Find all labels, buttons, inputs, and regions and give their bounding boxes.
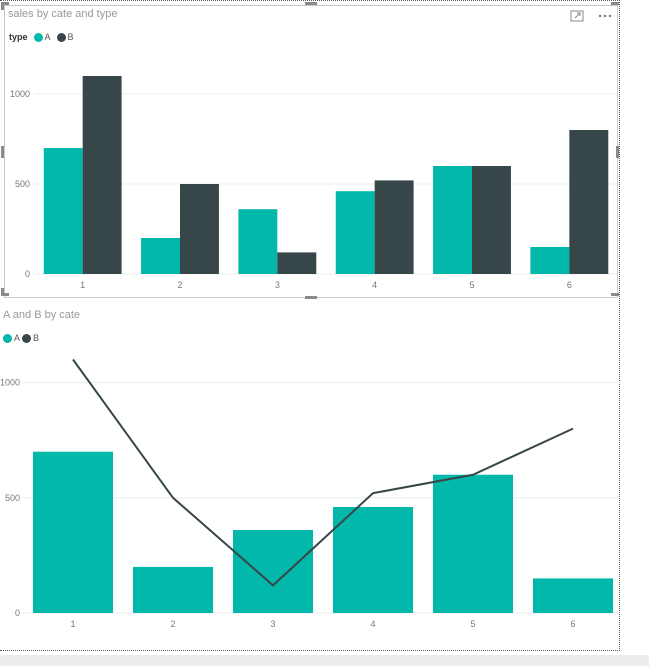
bar-b (82, 76, 122, 274)
line-and-column-chart[interactable]: A and B by cate A B 0 500 1000 1 2 3 4 5 6 (0, 305, 620, 645)
resize-handle[interactable] (616, 146, 619, 158)
chart-legend: type A B (9, 32, 80, 42)
x-tick-label: 1 (70, 619, 75, 629)
legend-swatch-a (33, 32, 43, 42)
bar-a (133, 566, 213, 613)
resize-handle[interactable] (1, 288, 4, 296)
bar-b (180, 184, 219, 274)
legend-swatch-a (3, 333, 12, 343)
bar-a (233, 530, 313, 613)
x-tick-label: 5 (470, 619, 475, 629)
resize-handle[interactable] (1, 2, 4, 10)
x-tick-label: 4 (372, 280, 377, 290)
chart-plot-area: 0 500 1000 1 2 3 4 5 6 (10, 76, 617, 290)
resize-handle[interactable] (305, 296, 317, 299)
ellipsis-icon[interactable] (597, 10, 612, 22)
legend-label-a: A (44, 32, 51, 42)
bar-b (569, 130, 609, 274)
clustered-column-chart[interactable]: sales by cate and type type A B 0 500 1000… (1, 2, 619, 299)
legend-swatch-b (22, 333, 32, 343)
resize-handle[interactable] (611, 293, 619, 296)
bar-a (33, 451, 113, 613)
bar-a (141, 238, 180, 274)
legend-label-a: A (14, 333, 21, 343)
bar-a (433, 474, 513, 613)
x-tick-label: 1 (80, 280, 85, 290)
bar-a (238, 209, 278, 274)
report-canvas (0, 0, 620, 651)
bar-a (335, 191, 375, 274)
x-tick-label: 3 (270, 619, 275, 629)
chart-plot-area: 0 500 1000 1 2 3 4 5 6 (0, 358, 620, 629)
x-tick-label: 6 (567, 280, 572, 290)
y-tick-label: 1000 (0, 378, 20, 388)
y-tick-label: 500 (15, 179, 30, 189)
x-tick-label: 6 (570, 619, 575, 629)
x-tick-label: 5 (469, 280, 474, 290)
legend-label-b: B (67, 32, 74, 42)
bar-a (333, 507, 413, 613)
y-tick-label: 500 (5, 493, 20, 503)
x-tick-label: 3 (275, 280, 280, 290)
resize-handle[interactable] (1, 2, 9, 5)
bar-b (374, 180, 414, 274)
y-tick-label: 0 (15, 608, 20, 618)
chart-title: A and B by cate (3, 309, 81, 321)
page-tabs-strip (0, 655, 649, 666)
y-tick-label: 1000 (10, 89, 30, 99)
legend-label-b: B (33, 333, 40, 343)
line-series-b (72, 358, 574, 587)
legend-title: type (9, 32, 28, 42)
resize-handle[interactable] (305, 2, 317, 5)
expand-icon[interactable] (570, 10, 584, 22)
bar-b (472, 166, 511, 274)
y-tick-label: 0 (25, 269, 30, 279)
legend-swatch-b (56, 32, 66, 42)
resize-handle[interactable] (611, 2, 619, 5)
bar-a (433, 166, 472, 274)
bar-a (530, 247, 570, 274)
resize-handle[interactable] (1, 146, 4, 158)
bar-a (533, 578, 613, 613)
x-tick-label: 2 (177, 280, 182, 290)
chart-legend: A B (3, 333, 45, 343)
x-tick-label: 4 (370, 619, 375, 629)
bar-b (277, 252, 317, 274)
resize-handle[interactable] (1, 293, 9, 296)
bar-a (43, 148, 83, 274)
x-tick-label: 2 (170, 619, 175, 629)
chart-title: sales by cate and type (8, 8, 118, 20)
